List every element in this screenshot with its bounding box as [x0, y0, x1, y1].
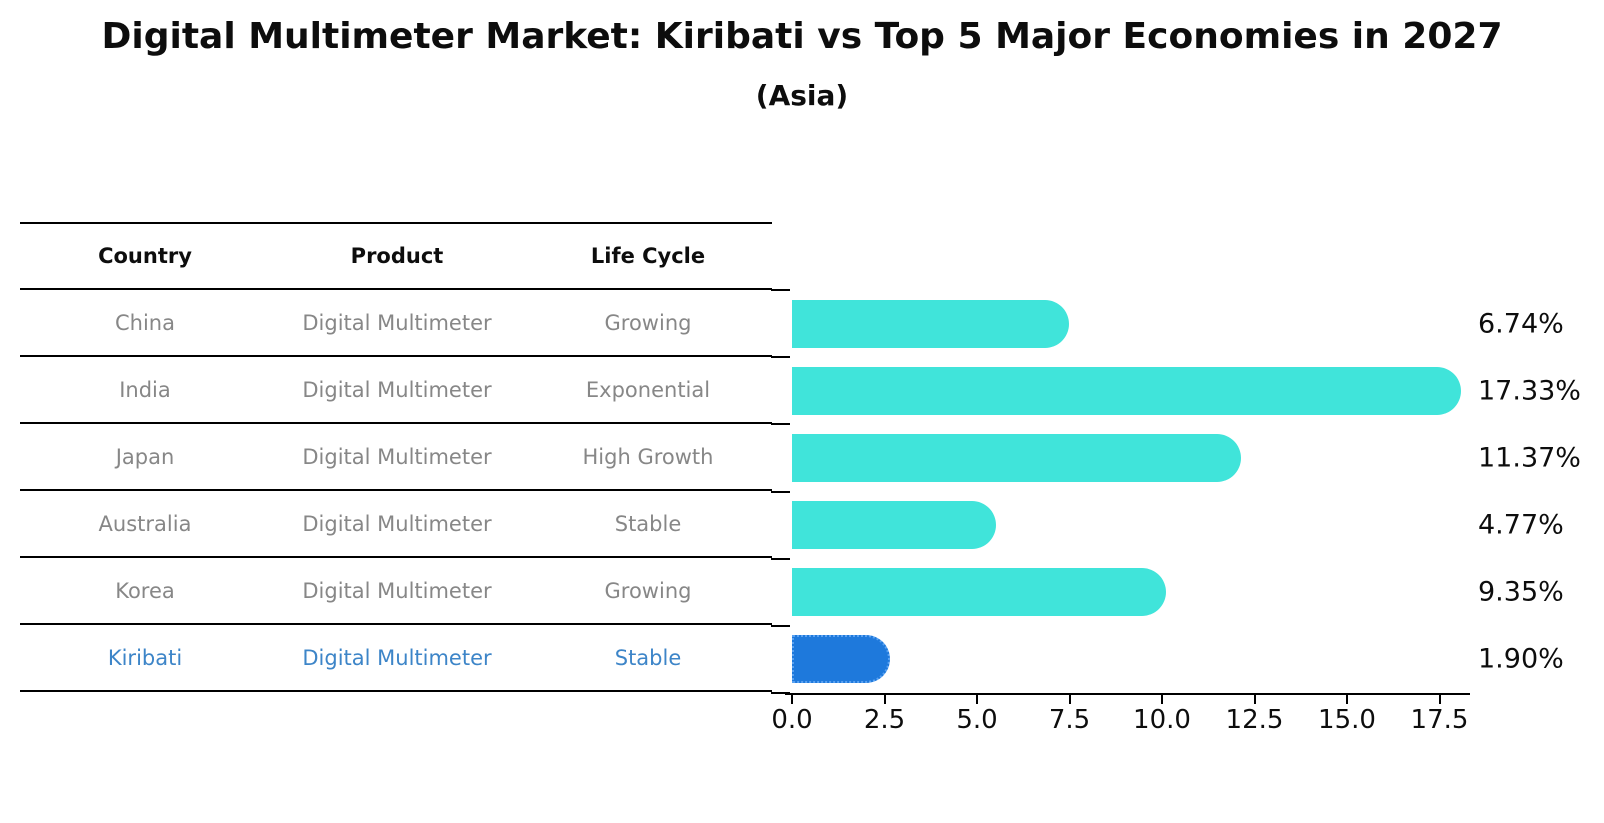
x-axis-tick-label: 10.0 [1133, 705, 1191, 735]
bar-india [792, 366, 1462, 415]
value-label-india: 17.33% [1478, 375, 1581, 407]
bar-japan [792, 433, 1241, 482]
y-axis-tick [771, 423, 790, 426]
cell-country: Australia [98, 511, 192, 536]
table-header-product: Product [350, 244, 444, 268]
cell-life_cycle: Growing [604, 310, 692, 335]
value-label-kiribati: 1.90% [1478, 643, 1564, 675]
x-axis-line [785, 693, 1470, 695]
value-label-japan: 11.37% [1478, 442, 1581, 474]
bar-australia [792, 501, 997, 550]
x-axis-tick [791, 695, 793, 704]
cell-life_cycle: Stable [614, 645, 682, 670]
x-axis-tick [1068, 695, 1071, 704]
cell-life_cycle: High Growth [582, 444, 714, 469]
cell-life_cycle: Stable [614, 511, 682, 536]
y-axis-tick [771, 289, 790, 291]
cell-country: India [119, 377, 171, 402]
table-row-india: India Digital Multimeter Exponential [20, 357, 772, 424]
x-axis-tick [1161, 695, 1163, 704]
table-row-korea: Korea Digital Multimeter Growing [20, 558, 772, 625]
y-axis-tick [771, 490, 790, 493]
chart-title: Digital Multimeter Market: Kiribati vs T… [101, 16, 1503, 57]
x-axis-tick [976, 695, 978, 704]
y-axis-tick [771, 557, 790, 560]
bar-china [792, 299, 1070, 348]
cell-product: Digital Multimeter [302, 444, 492, 469]
cell-product: Digital Multimeter [302, 511, 492, 536]
table-row-kiribati: Kiribati Digital Multimeter Stable [20, 625, 772, 692]
cell-product: Digital Multimeter [302, 645, 492, 670]
x-axis-tick-label: 15.0 [1318, 705, 1376, 735]
x-axis-tick-label: 0.0 [771, 705, 813, 735]
cell-life_cycle: Growing [604, 578, 692, 603]
table-row-china: China Digital Multimeter Growing [20, 290, 772, 357]
table-row-japan: Japan Digital Multimeter High Growth [20, 424, 772, 491]
x-axis-tick-label: 17.5 [1410, 705, 1469, 735]
country-table: Country Product Life Cycle China Digital … [20, 222, 772, 692]
x-axis-tick-label: 12.5 [1225, 705, 1284, 735]
x-axis-tick [1438, 695, 1441, 704]
table-header-life-cycle: Life Cycle [590, 244, 706, 268]
cell-life_cycle: Exponential [585, 377, 711, 402]
value-label-china: 6.74% [1478, 308, 1564, 340]
cell-country: China [115, 310, 175, 335]
chart-subtitle: (Asia) [755, 79, 849, 112]
x-axis-tick [1253, 695, 1256, 704]
bar-korea [792, 568, 1166, 617]
x-axis-tick [883, 695, 886, 704]
value-label-korea: 9.35% [1478, 576, 1564, 608]
table-body: China Digital Multimeter Growing India Digit… [20, 290, 772, 692]
cell-country: Kiribati [107, 645, 183, 670]
cell-product: Digital Multimeter [302, 377, 492, 402]
x-axis-tick [1346, 695, 1348, 704]
y-axis-tick [771, 692, 790, 694]
y-axis-tick [771, 624, 790, 627]
cell-country: Japan [115, 444, 175, 469]
table-row-australia: Australia Digital Multimeter Stable [20, 491, 772, 558]
cell-country: Korea [115, 578, 175, 603]
table-header-row: Country Product Life Cycle [20, 222, 772, 290]
cell-product: Digital Multimeter [302, 578, 492, 603]
value-label-australia: 4.77% [1478, 509, 1564, 541]
x-axis-tick-label: 2.5 [863, 705, 906, 735]
bar-kiribati [792, 635, 891, 684]
y-axis-tick [771, 356, 790, 359]
x-axis-tick-label: 7.5 [1048, 705, 1091, 735]
x-axis-tick-label: 5.0 [956, 705, 998, 735]
cell-product: Digital Multimeter [302, 310, 492, 335]
table-header-country: Country [98, 244, 192, 268]
